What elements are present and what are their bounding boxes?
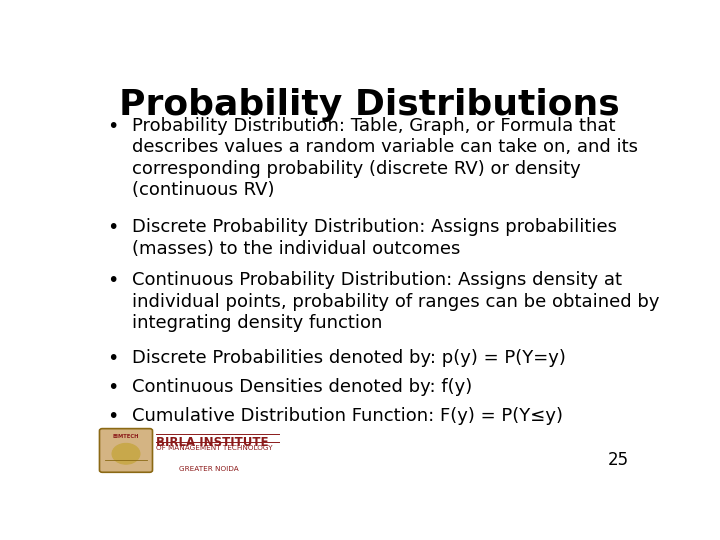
Text: Continuous Probability Distribution: Assigns density at
individual points, proba: Continuous Probability Distribution: Ass… <box>132 272 660 333</box>
Text: •: • <box>107 378 118 397</box>
Text: •: • <box>107 407 118 426</box>
Text: GREATER NOIDA: GREATER NOIDA <box>179 466 238 472</box>
Text: Probability Distributions: Probability Distributions <box>119 87 619 122</box>
Text: OF MANAGEMENT TECHNOLOGY: OF MANAGEMENT TECHNOLOGY <box>156 446 273 451</box>
Text: Continuous Densities denoted by: f(y): Continuous Densities denoted by: f(y) <box>132 378 472 396</box>
FancyBboxPatch shape <box>99 429 153 472</box>
Text: •: • <box>107 117 118 136</box>
Text: •: • <box>107 349 118 368</box>
Text: Cumulative Distribution Function: F(y) = P(Y≤y): Cumulative Distribution Function: F(y) =… <box>132 407 563 425</box>
Text: •: • <box>107 272 118 291</box>
Text: Discrete Probabilities denoted by: p(y) = P(Y=y): Discrete Probabilities denoted by: p(y) … <box>132 349 566 367</box>
Text: •: • <box>107 218 118 237</box>
Text: 25: 25 <box>608 451 629 469</box>
Text: Probability Distribution: Table, Graph, or Formula that
describes values a rando: Probability Distribution: Table, Graph, … <box>132 117 638 199</box>
Text: Discrete Probability Distribution: Assigns probabilities
(masses) to the individ: Discrete Probability Distribution: Assig… <box>132 218 617 258</box>
Circle shape <box>112 443 140 464</box>
Text: BIRLA INSTITUTE: BIRLA INSTITUTE <box>156 436 269 449</box>
Text: BIMTECH: BIMTECH <box>113 434 139 439</box>
